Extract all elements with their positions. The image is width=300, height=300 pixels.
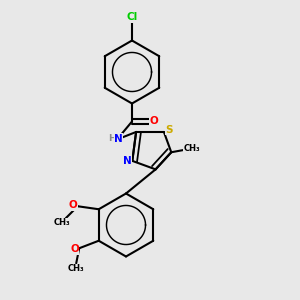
Text: H: H [108, 134, 116, 143]
Text: CH₃: CH₃ [68, 264, 85, 273]
Text: S: S [166, 124, 173, 135]
Text: O: O [68, 200, 77, 210]
Text: Cl: Cl [126, 12, 138, 22]
Text: O: O [149, 116, 158, 127]
Text: CH₃: CH₃ [53, 218, 70, 227]
Text: O: O [70, 244, 79, 254]
Text: N: N [122, 156, 131, 166]
Text: N: N [114, 134, 123, 144]
Text: CH₃: CH₃ [183, 144, 200, 153]
